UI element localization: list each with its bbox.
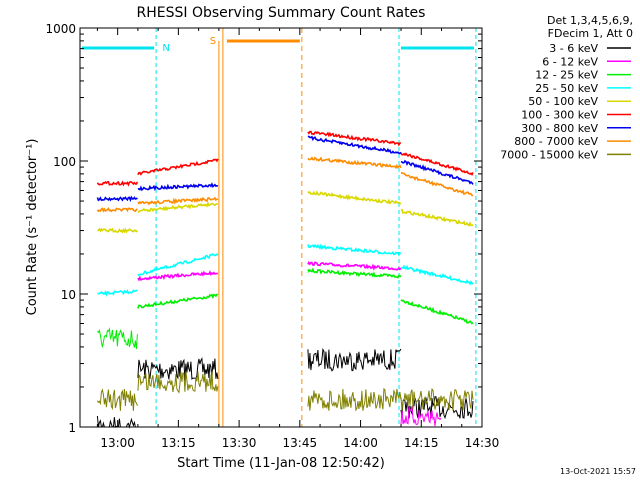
series-trace — [307, 190, 402, 205]
legend-header-line-2: FDecim 1, Att 0 — [548, 27, 633, 40]
x-tick-label: 13:15 — [161, 436, 196, 450]
series-trace — [400, 152, 474, 176]
series-trace — [400, 264, 474, 286]
series-trace — [400, 208, 474, 227]
y-axis-label: Count Rate (s⁻¹ detector⁻¹) — [25, 139, 40, 316]
series-trace — [137, 158, 219, 176]
x-tick-label: 13:30 — [222, 436, 257, 450]
series-trace — [307, 135, 402, 155]
x-axis-label: Start Time (11-Jan-08 12:50:42) — [177, 456, 385, 471]
generation-timestamp: 13-Oct-2021 15:57 — [560, 467, 636, 476]
series-trace — [137, 253, 219, 277]
series-trace — [400, 405, 442, 427]
legend-label: 300 - 800 keV — [521, 122, 598, 135]
x-tick-label: 13:00 — [100, 436, 135, 450]
series-trace — [137, 196, 219, 206]
legend-header-line-1: Det 1,3,4,5,6,9, — [547, 14, 633, 27]
y-tick-label: 10 — [61, 288, 76, 302]
series-trace — [137, 357, 219, 381]
series-trace — [307, 260, 402, 271]
series-trace — [400, 387, 474, 411]
x-tick-label: 14:00 — [343, 436, 378, 450]
series-trace — [307, 156, 402, 170]
y-tick-label: 1 — [68, 421, 76, 435]
legend-label: 12 - 25 keV — [535, 69, 598, 82]
plot-frame — [79, 27, 483, 428]
series-trace — [96, 180, 139, 187]
series-trace — [307, 130, 402, 147]
x-tick-label: 13:45 — [283, 436, 318, 450]
legend-label: 7000 - 15000 keV — [500, 148, 598, 161]
series-trace — [96, 388, 138, 411]
legend-label: 3 - 6 keV — [549, 42, 598, 55]
series-trace — [307, 347, 402, 372]
series-trace — [137, 371, 219, 394]
series-trace — [96, 195, 138, 203]
series-trace — [400, 159, 474, 185]
series-trace — [137, 200, 219, 214]
series-trace — [307, 243, 402, 257]
series-trace — [97, 327, 138, 350]
series-trace — [307, 267, 402, 279]
x-tick-label: 14:30 — [465, 436, 500, 450]
legend-label: 6 - 12 keV — [542, 55, 598, 68]
chart-title: RHESSI Observing Summary Count Rates — [137, 5, 426, 21]
series-trace — [400, 172, 473, 197]
y-tick-label: 100 — [53, 155, 76, 169]
series-trace — [137, 293, 218, 309]
series-trace — [137, 182, 219, 192]
series-trace — [307, 387, 402, 412]
legend-label: 800 - 7000 keV — [514, 135, 598, 148]
series-trace — [400, 299, 474, 325]
series-trace — [137, 270, 219, 282]
series-trace — [96, 207, 138, 213]
interval-label-s: S — [210, 36, 216, 47]
interval-label-n: N — [162, 43, 169, 54]
x-tick-label: 14:15 — [404, 436, 439, 450]
legend-label: 100 - 300 keV — [521, 109, 598, 122]
series-trace — [97, 289, 138, 297]
legend-label: 50 - 100 keV — [528, 95, 598, 108]
series-trace — [97, 227, 138, 234]
legend-label: 25 - 50 keV — [535, 82, 598, 95]
y-tick-label: 1000 — [45, 22, 76, 36]
